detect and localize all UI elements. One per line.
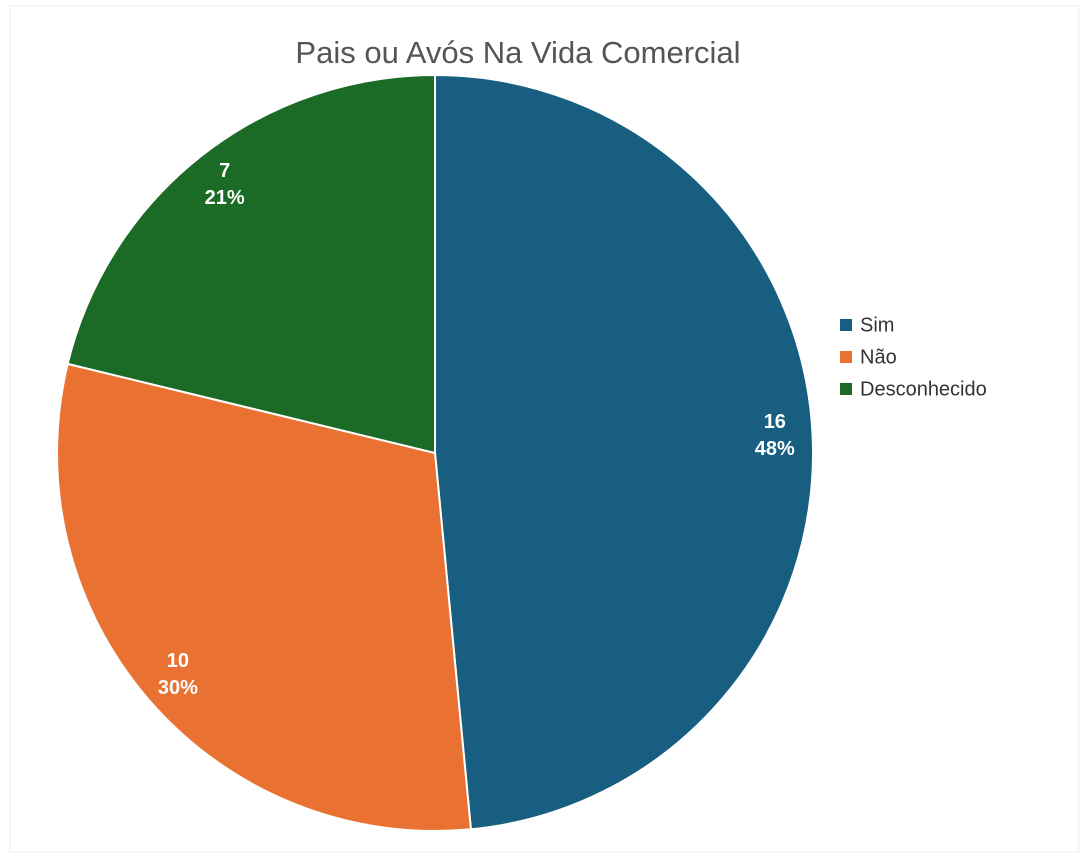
legend-swatch (840, 351, 852, 363)
legend-swatch (840, 383, 852, 395)
slice-percent-label: 30% (158, 677, 198, 699)
pie-slice (56, 362, 473, 832)
slice-percent-label: 48% (755, 438, 795, 460)
legend-label: Desconhecido (860, 378, 987, 400)
pie-slice (66, 73, 436, 455)
pie-slice (434, 73, 814, 831)
chart-title: Pais ou Avós Na Vida Comercial (295, 35, 740, 70)
legend-swatch (840, 319, 852, 331)
slice-value-label: 7 (219, 160, 230, 182)
slice-percent-label: 21% (205, 187, 245, 209)
slice-value-label: 10 (167, 650, 189, 672)
legend-label: Sim (860, 314, 894, 336)
slice-value-label: 16 (764, 411, 786, 433)
legend-label: Não (860, 346, 897, 368)
